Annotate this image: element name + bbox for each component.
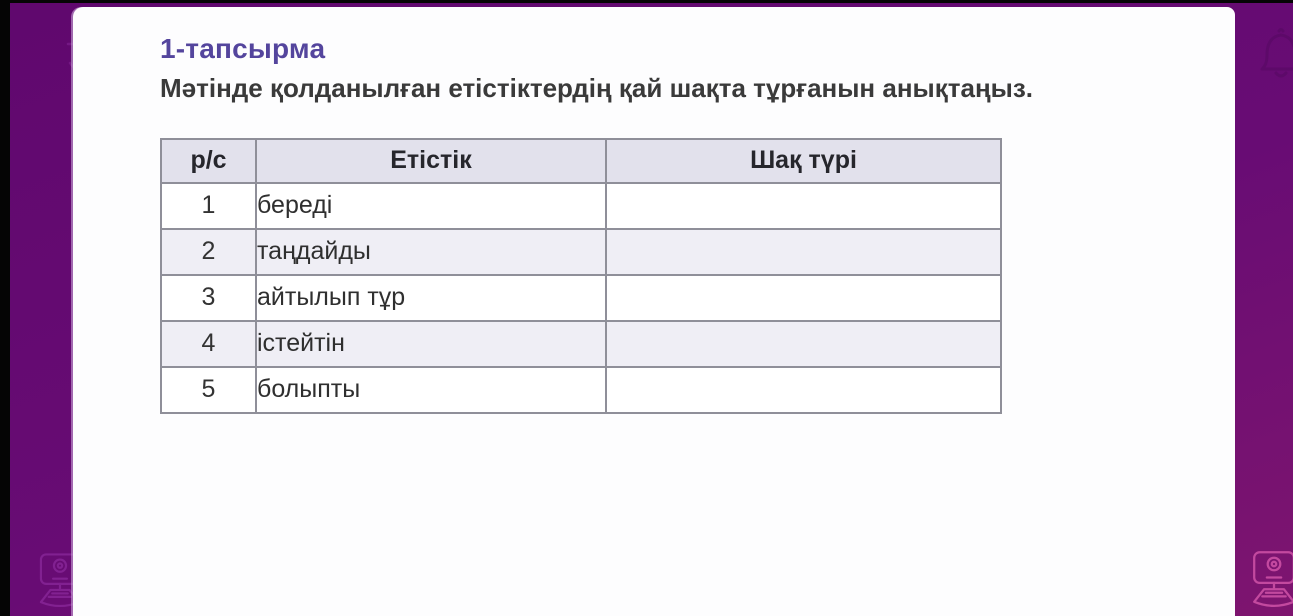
task-instruction: Мәтінде қолданылған етістіктердің қай ша… (160, 73, 1033, 103)
computer-doodle-icon (1247, 548, 1293, 616)
verbs-table: р/с Етістік Шақ түрі 1 береді 2 таңдайды (160, 137, 1002, 414)
table-row: 2 таңдайды (160, 227, 1002, 276)
row-number: 5 (160, 365, 257, 414)
verb-cell: береді (255, 181, 607, 230)
verb-cell: таңдайды (255, 227, 607, 276)
row-number: 2 (160, 227, 257, 276)
col-header-number: р/с (160, 137, 257, 184)
table-row: 5 болыпты (160, 365, 1002, 414)
table-row: 4 істейтін (160, 319, 1002, 368)
verb-cell: айтылып тұр (255, 273, 607, 322)
verb-cell: істейтін (255, 319, 607, 368)
table-header-row: р/с Етістік Шақ түрі (160, 137, 1002, 184)
tense-cell (605, 181, 1002, 230)
col-header-tense: Шақ түрі (605, 137, 1002, 184)
table-row: 3 айтылып тұр (160, 273, 1002, 322)
verb-cell: болыпты (255, 365, 607, 414)
row-number: 3 (160, 273, 257, 322)
row-number: 4 (160, 319, 257, 368)
col-header-verb: Етістік (255, 137, 607, 184)
tense-cell (605, 273, 1002, 322)
table-row: 1 береді (160, 181, 1002, 230)
content-card: 1-тапсырма Мәтінде қолданылған етістікте… (73, 7, 1235, 616)
tense-cell (605, 365, 1002, 414)
tense-cell (605, 227, 1002, 276)
row-number: 1 (160, 181, 257, 230)
task-title: 1-тапсырма (160, 33, 326, 64)
tense-cell (605, 319, 1002, 368)
bell-doodle-icon (1258, 25, 1293, 89)
